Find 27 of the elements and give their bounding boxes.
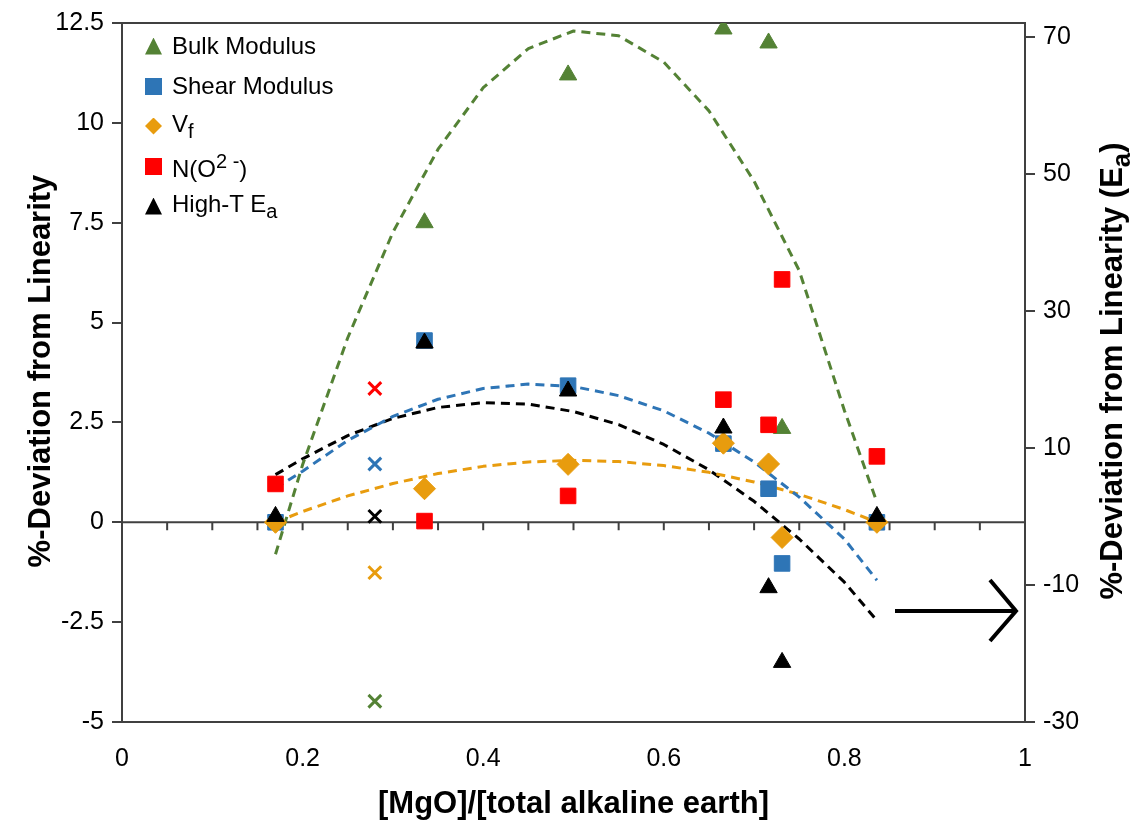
- y2-tick-label: -10: [1043, 568, 1080, 597]
- y2-tick-label: -30: [1043, 705, 1080, 734]
- legend-label: V$_{f}$: [172, 109, 194, 143]
- legend-label: Bulk Modulus: [172, 32, 317, 60]
- legend-label: N(O$^{2 -}$): [172, 149, 248, 183]
- y-tick-label: -2.5: [60, 606, 104, 635]
- y-tick-label: 0: [90, 506, 104, 535]
- y-tick-label: 2.5: [69, 406, 104, 435]
- y2-tick-label: 10: [1043, 431, 1071, 460]
- x-tick-label: 0: [115, 742, 129, 771]
- y2-tick-label: 70: [1043, 20, 1071, 49]
- x-tick-label: 0.4: [465, 742, 501, 771]
- x-tick-label: 0.8: [827, 742, 862, 771]
- y-tick-label: 10: [76, 106, 104, 135]
- y2-tick-label: 30: [1043, 294, 1071, 323]
- y-tick-label: 7.5: [69, 206, 104, 235]
- x-tick-label: 1: [1018, 742, 1032, 771]
- legend-label: Shear Modulus: [172, 72, 334, 100]
- x-tick-label: 0.2: [285, 742, 320, 771]
- y-tick-label: 5: [90, 306, 104, 335]
- x-axis-title: [MgO]/[total alkaline earth]: [378, 785, 769, 821]
- y-axis-title: %-Deviation from Linearity: [22, 174, 58, 568]
- y-tick-label: 12.5: [55, 6, 104, 35]
- y-tick-label: -5: [81, 705, 104, 734]
- y2-tick-label: 50: [1043, 157, 1071, 186]
- legend-label: High-T E$_{a}$: [172, 189, 278, 223]
- x-tick-label: 0.6: [646, 742, 682, 771]
